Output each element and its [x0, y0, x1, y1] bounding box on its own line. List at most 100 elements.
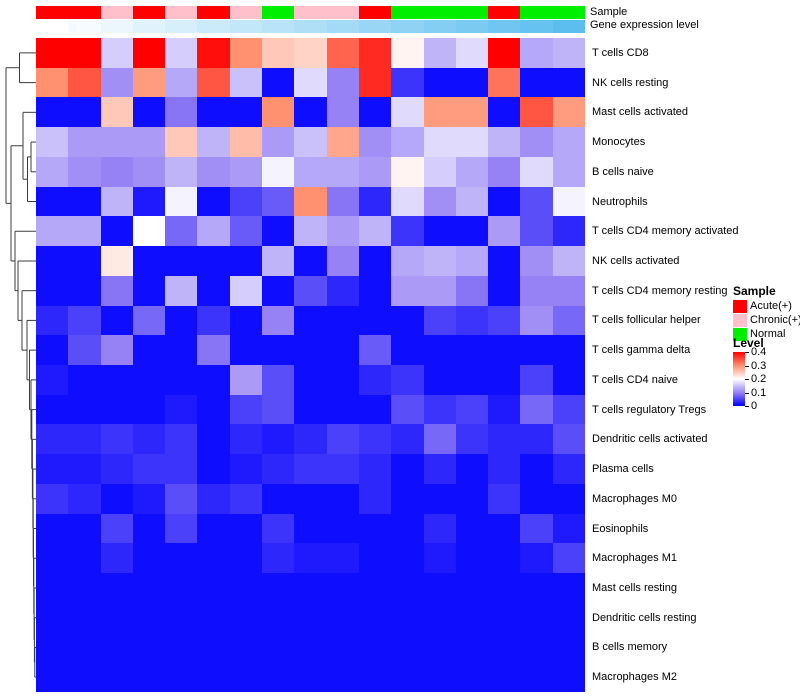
- heatmap-cell: [101, 97, 133, 127]
- heatmap-cell: [327, 246, 359, 276]
- heatmap-cell: [391, 603, 424, 633]
- heatmap-cell: [553, 543, 585, 573]
- heatmap-cell: [520, 454, 553, 484]
- heatmap-cell: [101, 543, 133, 573]
- colorbar-tick-label: 0.3: [751, 360, 767, 372]
- heatmap-cell: [36, 68, 68, 97]
- heatmap-cell: [553, 97, 585, 127]
- row-label: B cells memory: [592, 641, 668, 653]
- row-label: T cells CD4 memory resting: [592, 285, 728, 297]
- heatmap-cell: [327, 187, 359, 216]
- heatmap-cell: [133, 543, 165, 573]
- heatmap-cell: [262, 187, 294, 216]
- heatmap-cell: [456, 365, 488, 395]
- gene-bar-label: Gene expression level: [590, 19, 699, 31]
- heatmap-cell: [36, 38, 68, 68]
- heatmap-cell: [456, 38, 488, 68]
- heatmap-cell: [165, 633, 197, 662]
- heatmap-cell: [488, 127, 520, 157]
- legend-item-label: Normal: [750, 328, 786, 340]
- legend-swatch: [733, 314, 747, 327]
- heatmap-cell: [359, 484, 391, 514]
- heatmap-cell: [456, 335, 488, 365]
- heatmap-cell: [133, 484, 165, 514]
- heatmap-cell: [230, 395, 262, 424]
- heatmap-cell: [553, 335, 585, 365]
- heatmap-cell: [294, 246, 327, 276]
- heatmap-cell: [520, 543, 553, 573]
- heatmap-cell: [68, 127, 101, 157]
- heatmap-cell: [197, 424, 230, 454]
- heatmap-cell: [327, 603, 359, 633]
- heatmap-cell: [68, 68, 101, 97]
- colorbar-tick: [745, 393, 749, 394]
- heatmap-cell: [424, 365, 456, 395]
- heatmap-cell: [327, 395, 359, 424]
- heatmap-cell: [68, 514, 101, 543]
- heatmap-cell: [68, 38, 101, 68]
- heatmap-cell: [520, 187, 553, 216]
- heatmap-cell: [294, 97, 327, 127]
- heatmap-cell: [456, 543, 488, 573]
- heatmap-cell: [391, 395, 424, 424]
- sample-annotation-cell: [101, 6, 133, 19]
- heatmap-cell: [553, 395, 585, 424]
- heatmap-cell: [456, 662, 488, 692]
- heatmap-cell: [230, 157, 262, 187]
- heatmap-cell: [230, 662, 262, 692]
- heatmap-cell: [359, 38, 391, 68]
- heatmap-cell: [294, 276, 327, 306]
- sample-annotation-cell: [68, 6, 101, 19]
- sample-annotation-cell: [424, 6, 456, 19]
- heatmap-cell: [36, 395, 68, 424]
- heatmap-cell: [520, 335, 553, 365]
- heatmap-cell: [424, 38, 456, 68]
- heatmap-cell: [424, 633, 456, 662]
- heatmap-cell: [36, 187, 68, 216]
- heatmap-cell: [68, 424, 101, 454]
- heatmap-cell: [456, 187, 488, 216]
- heatmap-cell: [553, 306, 585, 335]
- heatmap-cell: [456, 157, 488, 187]
- heatmap-cell: [262, 395, 294, 424]
- colorbar-tick-label: 0: [751, 400, 758, 412]
- heatmap-cell: [327, 127, 359, 157]
- heatmap-cell: [197, 157, 230, 187]
- heatmap-cell: [391, 246, 424, 276]
- heatmap-cell: [456, 97, 488, 127]
- heatmap-cell: [197, 573, 230, 603]
- heatmap-cell: [36, 424, 68, 454]
- heatmap-cell: [327, 573, 359, 603]
- gene-expression-annotation-cell: [165, 20, 197, 33]
- colorbar-tick: [745, 366, 749, 367]
- heatmap-cell: [36, 157, 68, 187]
- heatmap-cell: [294, 424, 327, 454]
- heatmap-cell: [359, 603, 391, 633]
- sample-bar-label: Sample: [590, 6, 628, 18]
- heatmap-cell: [68, 633, 101, 662]
- heatmap-cell: [327, 157, 359, 187]
- row-dendrogram: [5, 52, 36, 678]
- heatmap-cell: [230, 335, 262, 365]
- legend-item-label: Acute(+): [750, 300, 792, 312]
- heatmap-cell: [133, 633, 165, 662]
- row-label: Eosinophils: [592, 523, 649, 535]
- heatmap-cell: [165, 335, 197, 365]
- row-label: T cells CD4 memory activated: [592, 225, 739, 237]
- heatmap-cell: [197, 335, 230, 365]
- heatmap-cell: [327, 633, 359, 662]
- heatmap-cell: [197, 603, 230, 633]
- heatmap-cell: [101, 633, 133, 662]
- heatmap-cell: [553, 454, 585, 484]
- heatmap-cell: [230, 68, 262, 97]
- heatmap-cell: [262, 454, 294, 484]
- heatmap-cell: [294, 633, 327, 662]
- sample-annotation-bar: [36, 6, 585, 19]
- heatmap-cell: [133, 246, 165, 276]
- heatmap-cell: [230, 216, 262, 246]
- heatmap-cell: [294, 187, 327, 216]
- sample-annotation-cell: [488, 6, 520, 19]
- heatmap-cell: [391, 127, 424, 157]
- heatmap-cell: [165, 662, 197, 692]
- heatmap-cell: [424, 127, 456, 157]
